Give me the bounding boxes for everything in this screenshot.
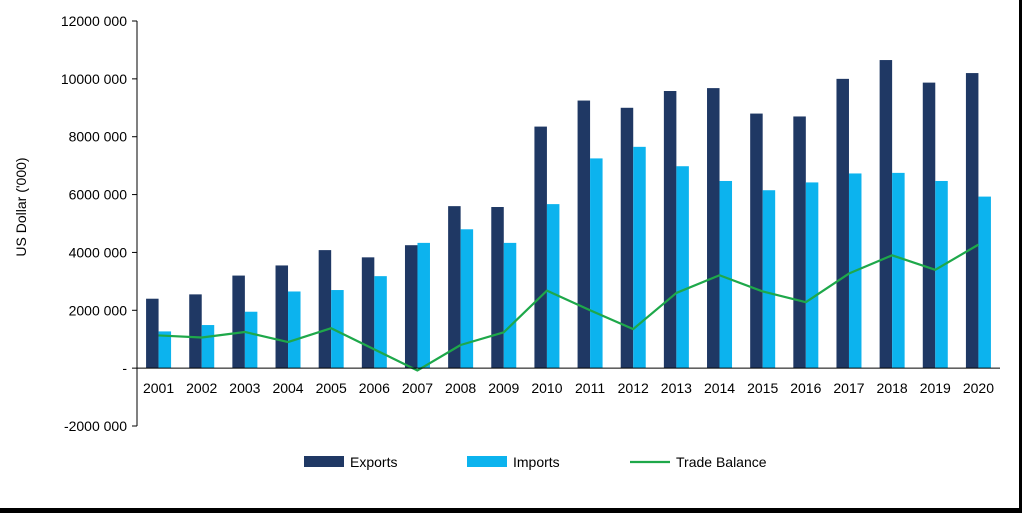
imports-bar-2005 [331, 290, 344, 369]
x-tick-label: 2010 [531, 380, 562, 396]
imports-bar-2012 [633, 146, 646, 369]
bars [146, 60, 991, 369]
legend-label-trade-balance: Trade Balance [676, 454, 767, 470]
x-tick-label: 2018 [877, 380, 908, 396]
x-tick-label: 2011 [575, 380, 605, 396]
exports-bar-2013 [663, 91, 677, 369]
legend-label-imports: Imports [513, 454, 560, 470]
imports-bar-2009 [503, 242, 517, 369]
y-tick-label: 2000 000 [69, 302, 128, 318]
exports-bar-2007 [404, 245, 418, 369]
x-tick-label: 2013 [661, 380, 692, 396]
x-tick-label: 2009 [488, 380, 519, 396]
exports-bar-2015 [750, 113, 763, 369]
exports-bar-2019 [922, 82, 936, 369]
imports-bar-2006 [374, 276, 387, 369]
imports-bar-2019 [935, 180, 948, 369]
exports-bar-2011 [577, 100, 591, 369]
y-tick-label: 4000 000 [69, 244, 128, 260]
exports-bar-2005 [318, 250, 332, 369]
legend: Exports Imports Trade Balance [304, 454, 767, 470]
legend-swatch-exports [304, 456, 344, 467]
y-tick-label: 12000 000 [61, 13, 127, 29]
x-tick-label: 2017 [833, 380, 864, 396]
imports-bar-2020 [978, 196, 991, 369]
exports-bar-2001 [146, 298, 159, 369]
imports-bar-2002 [201, 325, 215, 369]
imports-bar-2013 [676, 166, 689, 369]
imports-bar-2001 [158, 331, 172, 369]
x-tick-label: 2016 [790, 380, 821, 396]
x-tick-label: 2014 [704, 380, 735, 396]
exports-bar-2008 [448, 206, 461, 369]
exports-bar-2004 [275, 265, 289, 369]
y-tick-label: -2000 000 [64, 418, 127, 434]
exports-bar-2017 [836, 78, 849, 369]
exports-bar-2018 [879, 60, 893, 369]
x-tick-label: 2020 [963, 380, 994, 396]
y-tick-label: - [122, 360, 127, 376]
y-tick-label: 8000 000 [69, 129, 128, 145]
imports-bar-2018 [892, 172, 905, 369]
x-tick-label: 2015 [747, 380, 778, 396]
exports-bar-2016 [793, 116, 806, 369]
imports-bar-2015 [762, 190, 776, 369]
axes [136, 21, 1000, 426]
x-tick-label: 2006 [359, 380, 390, 396]
exports-bar-2020 [965, 73, 979, 369]
x-tick-label: 2007 [402, 380, 433, 396]
imports-bar-2010 [546, 204, 560, 369]
x-axis-ticks: 2001 2002 2003 2004 2005 2006 2007 2008 2009 2010… [143, 380, 994, 396]
imports-bar-2011 [590, 158, 603, 369]
x-tick-label: 2004 [272, 380, 303, 396]
exports-bar-2010 [534, 126, 547, 369]
imports-bar-2016 [805, 182, 819, 369]
exports-bar-2003 [232, 275, 245, 369]
exports-bar-2002 [189, 294, 202, 369]
y-axis-title: US Dollar ('000) [13, 157, 29, 256]
y-tick-label: 6000 000 [69, 187, 128, 203]
x-tick-label: 2001 [143, 380, 174, 396]
y-tick-label: 10000 000 [61, 71, 127, 87]
legend-swatch-imports [467, 456, 507, 467]
imports-bar-2014 [719, 180, 733, 369]
trade-balance-line [158, 243, 979, 372]
x-tick-label: 2005 [316, 380, 347, 396]
imports-bar-2003 [244, 311, 258, 369]
exports-bar-2006 [361, 257, 375, 369]
x-tick-label: 2008 [445, 380, 476, 396]
legend-label-exports: Exports [350, 454, 397, 470]
x-tick-label: 2003 [229, 380, 260, 396]
imports-bar-2004 [288, 291, 301, 369]
x-tick-label: 2019 [920, 380, 951, 396]
imports-bar-2007 [417, 242, 430, 369]
exports-bar-2014 [707, 88, 720, 369]
trade-balance-line [158, 243, 979, 372]
imports-bar-2008 [460, 229, 474, 369]
x-tick-label: 2012 [618, 380, 649, 396]
x-tick-label: 2002 [186, 380, 217, 396]
exports-bar-2009 [491, 207, 504, 369]
exports-bar-2012 [620, 107, 634, 369]
